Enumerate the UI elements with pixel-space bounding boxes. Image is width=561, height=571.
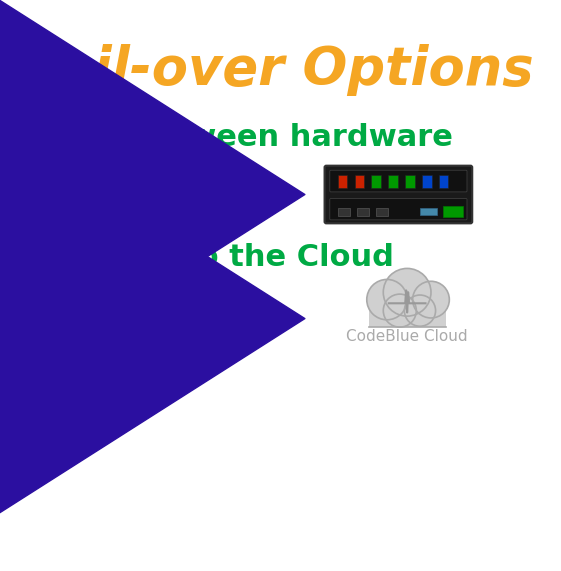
Text: Fail-over Options: Fail-over Options <box>27 43 534 95</box>
Bar <box>123 208 135 216</box>
Bar <box>123 332 135 340</box>
Bar <box>151 175 162 188</box>
Bar <box>135 299 145 312</box>
Bar <box>338 208 350 216</box>
Bar <box>104 208 116 216</box>
FancyBboxPatch shape <box>76 170 214 192</box>
Bar <box>84 332 96 340</box>
FancyBboxPatch shape <box>330 199 467 220</box>
FancyBboxPatch shape <box>330 170 467 192</box>
Bar <box>104 332 116 340</box>
Circle shape <box>413 282 449 318</box>
FancyBboxPatch shape <box>325 166 472 223</box>
Bar <box>355 175 364 188</box>
Bar <box>84 299 94 312</box>
Circle shape <box>383 268 431 316</box>
Bar <box>439 175 448 188</box>
Circle shape <box>404 295 435 326</box>
Bar <box>118 299 127 312</box>
FancyBboxPatch shape <box>76 199 214 220</box>
Text: Fail to the Cloud: Fail to the Cloud <box>112 243 393 272</box>
Bar <box>369 309 445 327</box>
Bar <box>84 208 96 216</box>
Bar <box>405 175 415 188</box>
Text: Fail between hardware: Fail between hardware <box>59 123 452 152</box>
Circle shape <box>383 294 416 327</box>
Bar <box>422 175 431 188</box>
Bar <box>118 175 127 188</box>
Bar <box>101 175 111 188</box>
Bar <box>189 330 210 341</box>
Bar <box>338 175 347 188</box>
Circle shape <box>367 279 407 320</box>
Bar <box>388 175 398 188</box>
FancyBboxPatch shape <box>71 289 219 347</box>
Bar <box>168 299 178 312</box>
Bar <box>135 175 145 188</box>
Bar <box>167 332 184 340</box>
Bar <box>167 208 184 215</box>
Bar <box>420 208 437 215</box>
FancyBboxPatch shape <box>71 166 219 223</box>
Bar <box>189 206 210 217</box>
FancyBboxPatch shape <box>76 294 214 316</box>
Bar <box>185 299 195 312</box>
Bar <box>376 208 388 216</box>
Bar <box>168 175 178 188</box>
FancyBboxPatch shape <box>76 323 214 344</box>
Bar <box>101 299 111 312</box>
Bar <box>357 208 369 216</box>
Bar <box>443 206 463 217</box>
Bar <box>84 175 94 188</box>
Text: CodeBlue Cloud: CodeBlue Cloud <box>346 329 468 344</box>
Bar <box>185 175 195 188</box>
Bar <box>371 175 381 188</box>
Bar <box>151 299 162 312</box>
